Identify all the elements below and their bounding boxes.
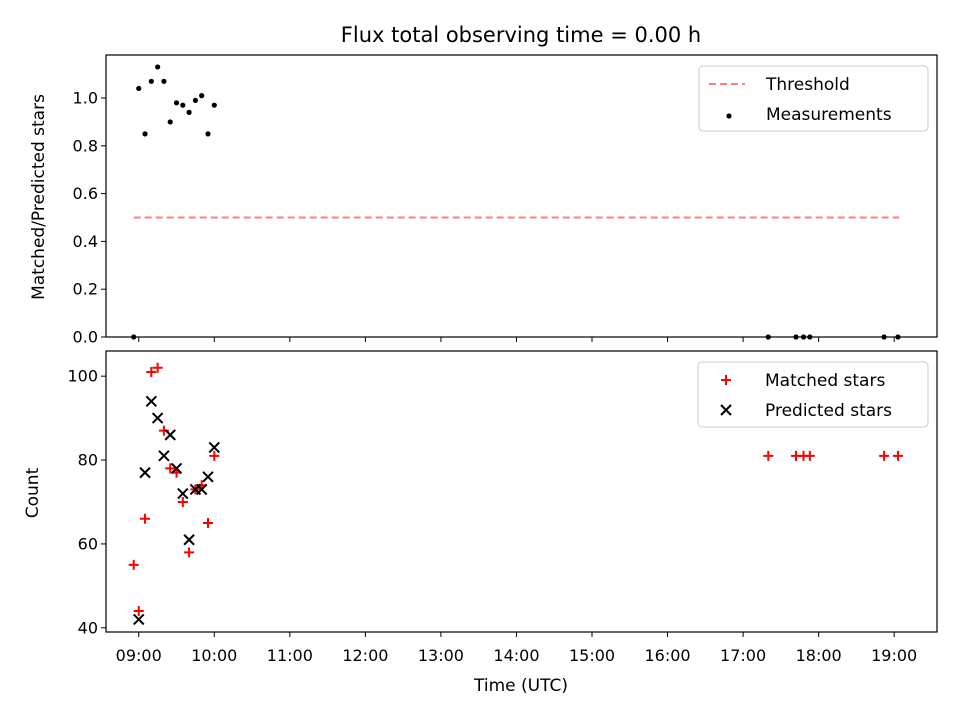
measurement-point: [192, 97, 198, 104]
predicted-star-point: [195, 483, 208, 496]
top-panel: 0.0 0.2 0.4 0.6 0.8 1.0 Threshold Measurements: [73, 54, 938, 347]
predicted-star-point: [145, 395, 158, 408]
measurement-point: [148, 78, 154, 84]
measurement-point: [205, 131, 211, 137]
x-tick-label: 16:00: [644, 646, 690, 665]
measurement-point: [173, 100, 180, 106]
bottom-y-axis-label: Count: [23, 467, 43, 518]
matched-star-point: [133, 606, 144, 617]
plot-frame: [105, 54, 938, 338]
matched-star-point: [184, 547, 195, 558]
matched-star-point: [152, 362, 163, 373]
measurement-point: [199, 93, 205, 99]
measurement-point: [161, 78, 167, 84]
predicted-star-point: [202, 471, 214, 483]
x-tick-label: 09:00: [116, 646, 162, 665]
y-tick-label: 60: [78, 534, 98, 553]
matched-star-point: [165, 463, 176, 474]
x-tick-label: 10:00: [191, 646, 237, 665]
x-tick-label: 15:00: [569, 646, 615, 665]
legend-box: [697, 361, 929, 428]
y-tick-label: 1.0: [73, 89, 98, 108]
top-y-axis-label: Matched/Predicted stars: [29, 94, 49, 300]
predicted-star-point: [139, 466, 151, 479]
matched-star-point: [804, 450, 815, 461]
x-tick-label: 11:00: [267, 646, 313, 665]
matched-star-point: [209, 450, 220, 461]
matched-star-point: [146, 366, 157, 377]
matched-star-point: [177, 496, 188, 507]
legend-measurement-swatch: [726, 113, 732, 119]
measurement-point: [211, 102, 217, 108]
predicted-star-point: [164, 429, 176, 441]
predicted-star-point: [183, 534, 195, 546]
matched-star-point: [763, 450, 774, 461]
measurement-point: [186, 109, 192, 115]
measurement-point: [136, 85, 142, 92]
bottom-panel: 40 60 80 100 09:00 10:00 11:00 12:00 13:00 14:00 1…: [67, 350, 938, 665]
predicted-star-point: [208, 441, 220, 454]
measurement-point: [155, 64, 161, 70]
predicted-star-point: [133, 613, 145, 626]
legend: Threshold Measurements: [698, 65, 929, 132]
measurement-point: [167, 119, 173, 125]
predicted-star-point: [177, 487, 189, 500]
y-tick-label: 0.4: [73, 232, 98, 251]
legend-matched-swatch: [721, 375, 731, 385]
x-tick-label: 14:00: [493, 646, 539, 665]
legend-label: Measurements: [766, 105, 892, 125]
x-tick-label: 17:00: [720, 646, 766, 665]
chart-title: Flux total observing time = 0.00 h: [341, 23, 701, 47]
y-tick-label: 0.8: [73, 136, 98, 155]
legend-predicted-swatch: [720, 404, 732, 416]
matched-star-point: [140, 513, 151, 524]
y-tick-label: 0.0: [73, 328, 98, 347]
matched-star-point: [202, 517, 213, 528]
matched-star-point: [879, 450, 890, 461]
legend-box: [698, 65, 929, 132]
legend: Matched stars Predicted stars: [697, 361, 929, 428]
legend-label: Predicted stars: [765, 401, 892, 421]
x-tick-label: 12:00: [342, 646, 388, 665]
x-tick-label: 13:00: [418, 646, 464, 665]
y-tick-label: 0.2: [73, 280, 98, 299]
predicted-star-point: [158, 450, 170, 462]
x-tick-label: 18:00: [796, 646, 842, 665]
predicted-star-point: [170, 462, 183, 475]
x-axis-label: Time (UTC): [473, 676, 568, 696]
plot-frame: [105, 350, 938, 633]
x-tick-label: 19:00: [871, 646, 917, 665]
y-tick-label: 0.6: [73, 184, 98, 203]
predicted-star-point: [151, 412, 164, 424]
measurement-point: [142, 131, 148, 137]
legend-label: Threshold: [765, 75, 850, 95]
y-tick-label: 80: [78, 451, 98, 470]
y-tick-label: 40: [78, 618, 98, 637]
measurement-point: [180, 102, 186, 108]
matched-star-point: [128, 559, 139, 570]
legend-label: Matched stars: [765, 371, 885, 391]
y-tick-label: 100: [67, 367, 98, 386]
matched-star-point: [892, 450, 903, 461]
